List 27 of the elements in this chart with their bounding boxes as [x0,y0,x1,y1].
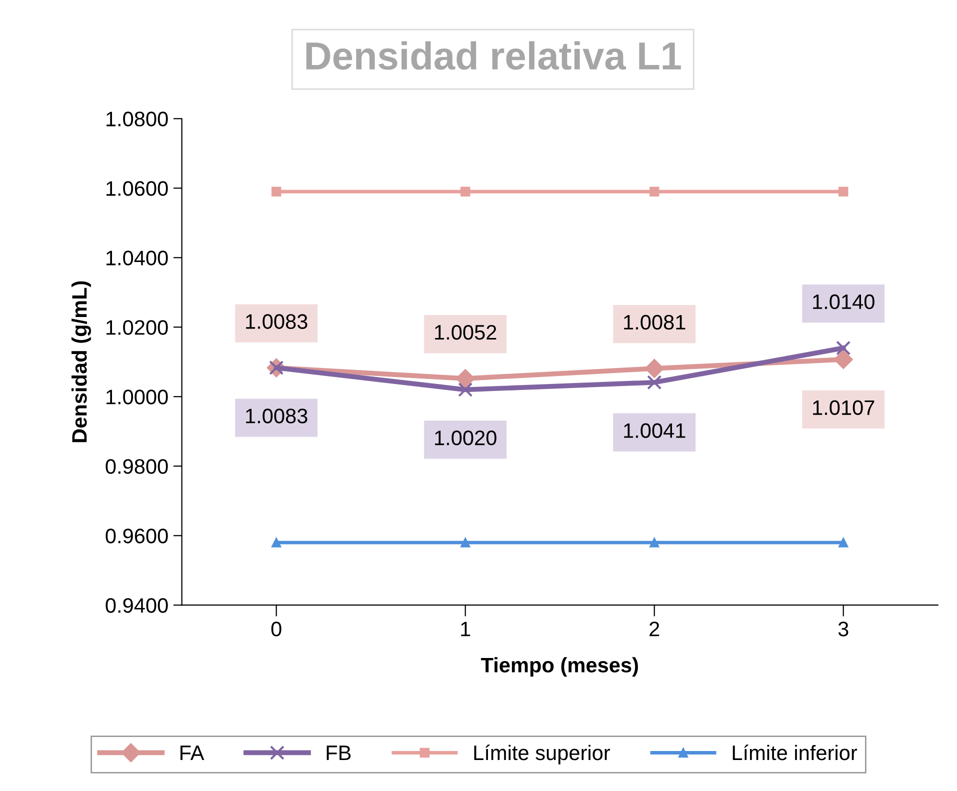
x-tick-label: 1 [461,622,470,636]
y-tick-label: 1.0200 [106,320,168,335]
y-tick-label: 1.0000 [106,390,168,404]
legend-label: Límite superior [474,744,610,764]
data-label: 1.0052 [435,324,496,340]
y-axis-title: Densidad (g/mL) [72,281,92,442]
legend-label: FA [180,746,204,760]
data-label: 1.0083 [246,408,308,424]
x-tick-label: 0 [271,622,282,636]
y-tick-label: 0.9600 [106,528,168,544]
y-tick-label: 1.0400 [106,250,168,266]
x-axis-title: Tiempo (meses) [480,657,638,677]
chart-title: Densidad relativa L1 [306,41,681,70]
legend-label: FB [326,746,351,760]
data-label: 1.0081 [624,314,686,330]
data-label: 1.0140 [813,294,874,310]
y-tick-label: 0.9800 [106,459,168,474]
y-tick-label: 1.0800 [106,112,168,126]
x-tick-label: 2 [650,622,660,636]
y-tick-label: 0.9400 [106,598,168,613]
legend-label: Límite inferior [732,744,858,760]
data-label: 1.0107 [813,400,874,416]
x-tick-label: 3 [838,622,848,636]
data-label: 1.0020 [435,430,496,446]
data-label: 1.0041 [624,423,686,438]
data-label: 1.0083 [246,314,308,329]
y-tick-label: 1.0600 [106,181,168,196]
